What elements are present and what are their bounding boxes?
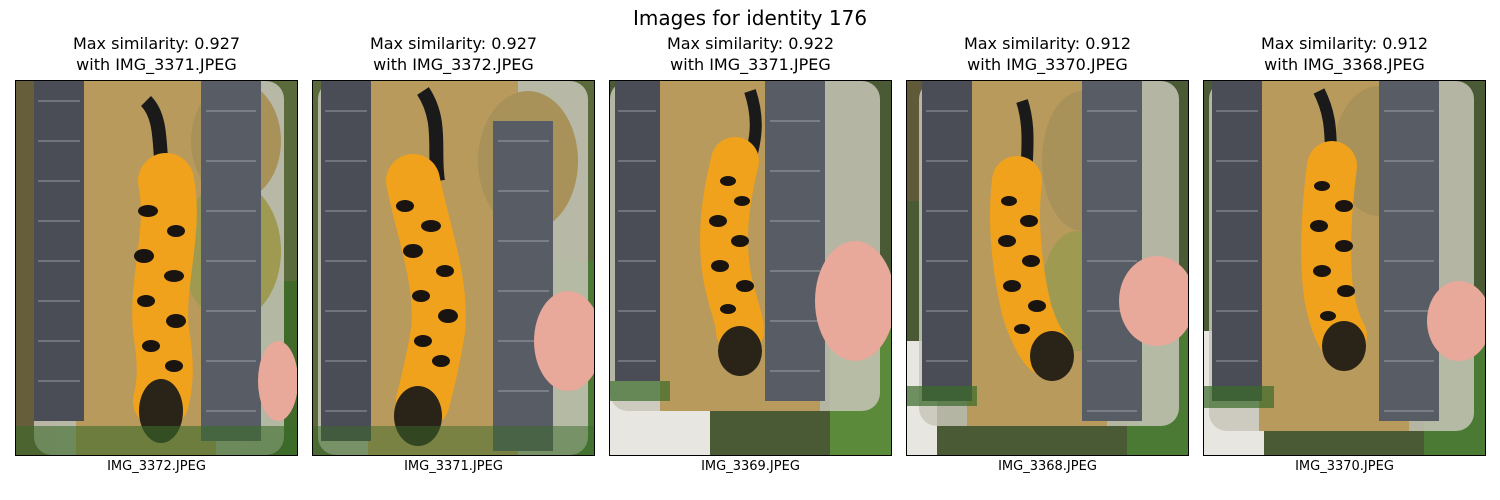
panel-title: Max similarity: 0.912 with IMG_3368.JPEG [1193,33,1496,77]
similarity-label: Max similarity: 0.912 [1260,34,1429,53]
filename-label: IMG_3369.JPEG [701,459,800,474]
similarity-label: Max similarity: 0.912 [963,34,1132,53]
image-panel-4: Max similarity: 0.912 with IMG_3370.JPEG [906,33,1189,474]
panel-title: Max similarity: 0.922 with IMG_3371.JPEG [599,33,902,77]
image-panel-2: Max similarity: 0.927 with IMG_3372.JPEG [312,33,595,474]
image-panel-5: Max similarity: 0.912 with IMG_3368.JPEG [1203,33,1486,474]
match-label: with IMG_3368.JPEG [1264,55,1425,74]
newt-photo [906,80,1189,456]
image-panel-1: Max similarity: 0.927 with IMG_3371.JPEG [15,33,298,474]
newt-photo [609,80,892,456]
newt-photo [312,80,595,456]
panel-title: Max similarity: 0.927 with IMG_3371.JPEG [5,33,308,77]
similarity-label: Max similarity: 0.922 [666,34,835,53]
match-label: with IMG_3370.JPEG [967,55,1128,74]
image-panel-3: Max similarity: 0.922 with IMG_3371.JPEG [609,33,892,474]
filename-label: IMG_3371.JPEG [404,459,503,474]
panel-title: Max similarity: 0.912 with IMG_3370.JPEG [896,33,1199,77]
filename-label: IMG_3372.JPEG [107,459,206,474]
match-label: with IMG_3371.JPEG [670,55,831,74]
figure-title: Images for identity 176 [632,6,868,30]
match-label: with IMG_3371.JPEG [76,55,237,74]
match-label: with IMG_3372.JPEG [373,55,534,74]
newt-photo [15,80,298,456]
filename-label: IMG_3370.JPEG [1295,459,1394,474]
similarity-label: Max similarity: 0.927 [369,34,538,53]
newt-photo [1203,80,1486,456]
panel-title: Max similarity: 0.927 with IMG_3372.JPEG [302,33,605,77]
similarity-label: Max similarity: 0.927 [72,34,241,53]
filename-label: IMG_3368.JPEG [998,459,1097,474]
